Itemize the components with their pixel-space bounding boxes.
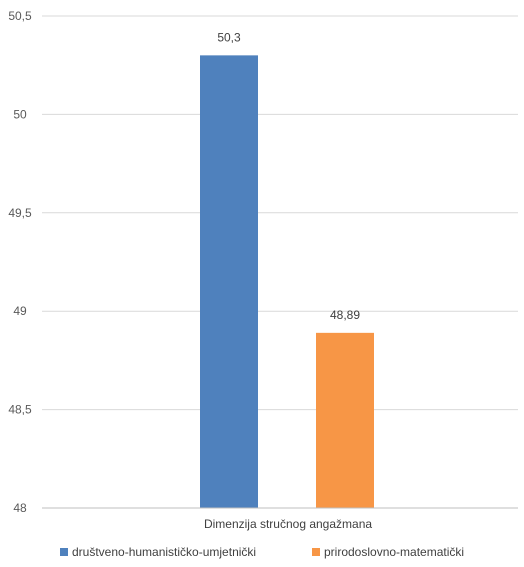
- legend-label: društveno-humanističko-umjetnički: [72, 545, 256, 559]
- x-category-label: Dimenzija stručnog angažmana: [204, 517, 372, 531]
- data-labels: 50,3 48,89: [217, 30, 360, 321]
- legend-label: prirodoslovno-matematički: [324, 545, 464, 559]
- y-axis-ticks: 48 48,5 49 49,5 50 50,5: [8, 9, 32, 515]
- bar-drustveno: [200, 55, 258, 509]
- data-label: 50,3: [217, 30, 241, 44]
- bars: [200, 55, 374, 509]
- legend: društveno-humanističko-umjetnički prirodo…: [60, 545, 464, 559]
- data-label: 48,89: [330, 308, 360, 322]
- y-tick-label: 50: [13, 107, 27, 121]
- y-tick-label: 48,5: [8, 403, 32, 417]
- y-tick-label: 50,5: [8, 9, 32, 23]
- y-tick-label: 49: [13, 304, 27, 318]
- gridlines: [42, 15, 518, 509]
- y-tick-label: 48: [13, 501, 27, 515]
- y-tick-label: 49,5: [8, 206, 32, 220]
- x-axis: Dimenzija stručnog angažmana: [42, 507, 518, 531]
- legend-swatch: [312, 548, 320, 556]
- legend-swatch: [60, 548, 68, 556]
- bar-prirodoslovno: [316, 332, 374, 508]
